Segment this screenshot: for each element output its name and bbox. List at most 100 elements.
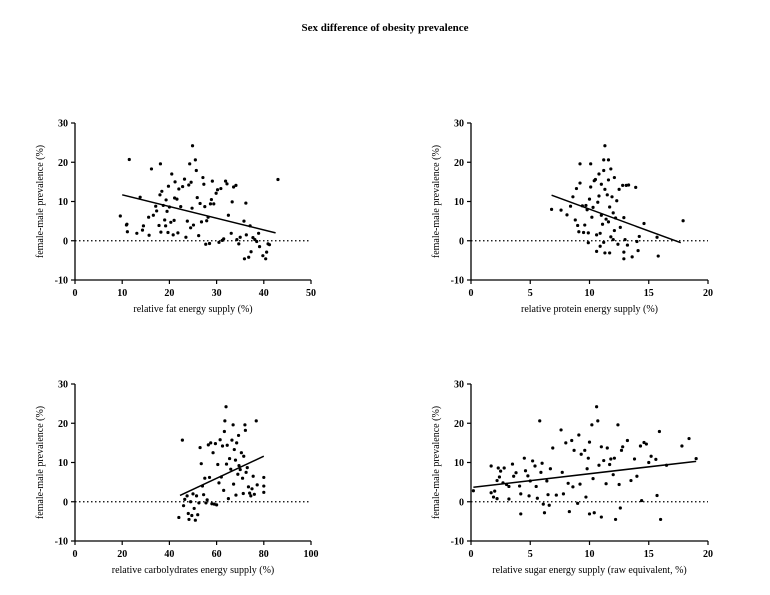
x-tick-label: 20 (703, 549, 713, 560)
data-point (237, 242, 241, 246)
data-point (615, 199, 619, 203)
data-point (243, 423, 247, 427)
data-point (242, 257, 247, 261)
x-tick-label: 60 (212, 549, 222, 560)
y-axis-label: female-male prevalence (%) (431, 145, 442, 258)
data-point (551, 446, 555, 450)
data-point (215, 503, 219, 507)
data-point (507, 484, 511, 489)
data-point (238, 235, 242, 239)
data-point (267, 243, 272, 247)
data-point (577, 433, 581, 437)
x-tick-label: 100 (304, 549, 319, 560)
data-point (127, 157, 131, 162)
y-tick-label: 20 (454, 419, 464, 430)
data-point (531, 459, 535, 463)
data-point (244, 233, 248, 237)
data-point (567, 509, 571, 514)
data-point (587, 512, 592, 516)
data-point (189, 500, 193, 504)
data-point (585, 467, 589, 471)
data-point (209, 197, 214, 202)
data-point (542, 511, 547, 515)
data-point (565, 213, 569, 217)
data-point (187, 517, 191, 522)
data-point (192, 506, 196, 511)
data-point (185, 219, 189, 223)
data-point (579, 452, 583, 456)
data-point (560, 470, 564, 474)
data-point (632, 457, 637, 461)
data-point (655, 235, 659, 239)
data-point (644, 442, 648, 446)
data-point (617, 187, 621, 191)
data-point (602, 458, 606, 463)
data-point (217, 240, 221, 244)
data-point (606, 178, 611, 182)
figure-title: Sex difference of obesity prevalence (301, 22, 469, 34)
data-point (517, 484, 522, 488)
data-point (595, 405, 599, 409)
data-point (157, 223, 161, 228)
data-point (572, 448, 576, 452)
y-tick-label: 20 (58, 419, 68, 430)
data-point (223, 179, 228, 183)
data-point (213, 442, 218, 446)
data-point (618, 506, 622, 510)
data-point (523, 469, 528, 473)
data-point (177, 515, 181, 520)
data-point (610, 195, 614, 199)
data-point (621, 445, 625, 449)
data-point (559, 208, 563, 212)
data-point (656, 254, 660, 258)
data-point (629, 478, 633, 483)
data-point (590, 423, 594, 427)
data-point (547, 503, 551, 507)
data-point (242, 219, 246, 223)
data-point (687, 436, 691, 441)
data-point (151, 213, 155, 217)
data-point (198, 445, 202, 450)
data-point (164, 224, 168, 228)
x-axis-label: relative carbolydrates energy supply (%) (112, 565, 275, 576)
data-point (177, 187, 181, 191)
data-point (622, 257, 626, 261)
data-point (163, 218, 167, 222)
data-point (231, 185, 236, 189)
data-point (564, 441, 568, 445)
scatter-panel-4: -10 0 10 20 30 0 5 10 15 20 relative sugar energy … (431, 380, 713, 577)
y-tick-label: 0 (63, 236, 68, 247)
regression-line (551, 194, 682, 244)
data-point (608, 205, 612, 209)
data-point (141, 224, 146, 228)
data-point (589, 162, 593, 166)
data-point (183, 497, 187, 501)
data-point (207, 475, 212, 480)
data-point (546, 493, 550, 497)
data-point (611, 473, 615, 477)
data-point (238, 467, 242, 472)
data-point (190, 513, 194, 518)
data-point (561, 492, 566, 496)
data-point (573, 218, 577, 222)
data-point (261, 254, 265, 258)
data-point (216, 462, 220, 467)
data-point (636, 248, 640, 253)
data-point (581, 230, 586, 235)
data-point (118, 214, 122, 218)
data-point (254, 419, 258, 423)
regression-line (179, 455, 265, 497)
data-point (172, 218, 176, 222)
data-point (229, 467, 233, 471)
data-point (190, 206, 194, 210)
data-point (176, 231, 180, 235)
data-point (166, 230, 170, 235)
data-point (189, 226, 193, 230)
data-point (159, 230, 163, 234)
data-point (534, 484, 538, 489)
data-point (155, 209, 159, 213)
data-point (593, 177, 598, 182)
data-point (559, 428, 563, 432)
data-point (197, 501, 201, 505)
data-point (519, 492, 523, 496)
